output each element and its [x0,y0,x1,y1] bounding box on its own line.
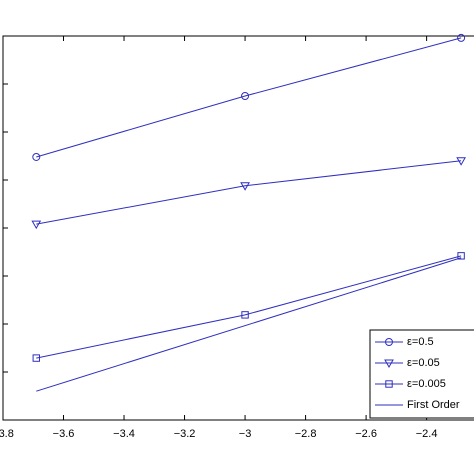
x-tick-label: −3 [239,428,252,440]
legend-label: ε=0.5 [407,336,434,348]
marker [32,354,40,362]
series-line [36,37,462,158]
marker [31,220,42,230]
marker [385,338,393,346]
marker [385,380,393,388]
marker [456,157,466,166]
x-tick-label: −3.8 [0,428,14,440]
series-line [36,255,462,359]
legend-label: First Order [407,399,460,411]
legend-label: ε=0.05 [407,357,440,369]
marker [240,182,250,191]
marker [241,92,250,100]
x-tick-label: −3.2 [174,428,196,440]
marker [384,359,394,369]
legend-label: ε=0.005 [407,378,446,390]
x-tick-label: −2.6 [355,428,377,440]
marker [457,33,466,42]
series-line [36,257,462,392]
x-tick-label: −2.4 [416,428,438,440]
x-tick-label: −3.4 [113,428,135,440]
x-tick-label: −3.6 [53,428,75,440]
marker [241,311,249,319]
marker [457,252,465,260]
marker [32,152,41,161]
x-tick-label: −2.8 [295,428,317,440]
series-line [36,160,462,225]
